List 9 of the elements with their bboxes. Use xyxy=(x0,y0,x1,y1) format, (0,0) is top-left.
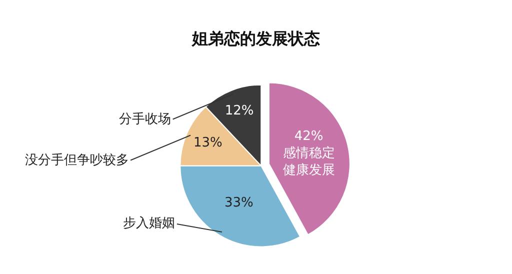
slice-label: 步入婚姻 xyxy=(123,216,175,231)
data-label: 33% xyxy=(224,196,254,211)
data-label: 13% xyxy=(193,135,222,150)
data-label: 12% xyxy=(224,103,254,118)
chart-title: 姐弟恋的发展状态 xyxy=(191,28,320,48)
data-label: 42% xyxy=(294,129,324,144)
slice-label: 感情稳定健康发展 xyxy=(282,146,335,178)
slice-label: 没分手但争吵较多 xyxy=(25,153,129,168)
slice-label: 分手收场 xyxy=(119,112,171,127)
